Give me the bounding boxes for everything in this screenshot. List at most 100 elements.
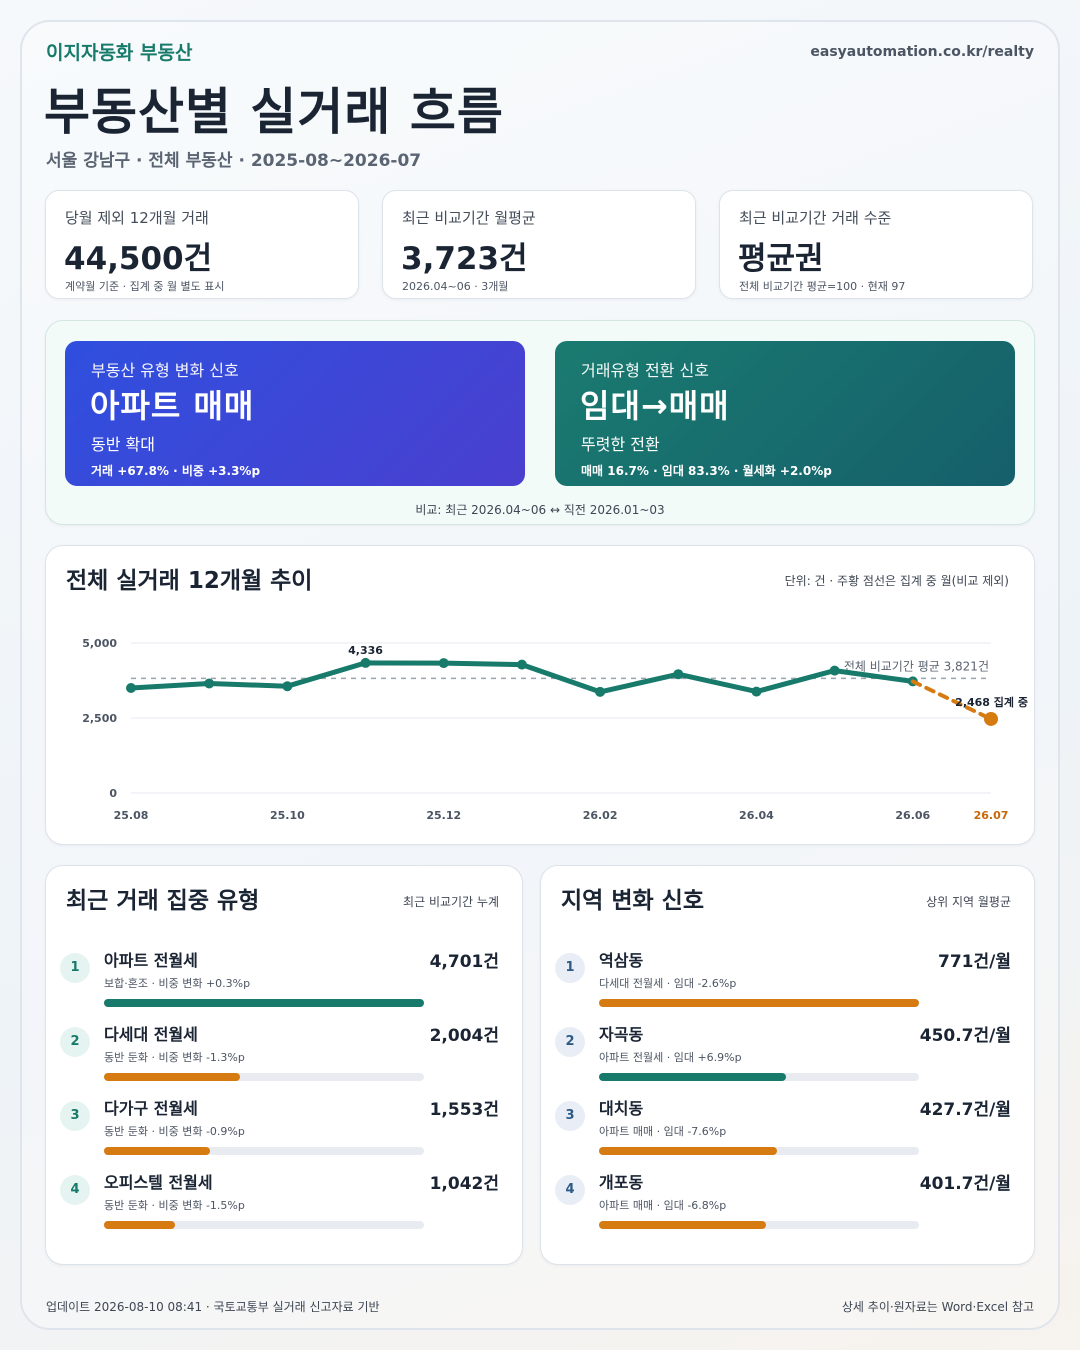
rank-badge: 2 [555, 1027, 585, 1057]
footer-reference: 상세 추이·원자료는 Word·Excel 참고 [842, 1298, 1034, 1315]
panel-title: 지역 변화 신호 [561, 881, 704, 915]
y-tick-label: 5,000 [82, 637, 117, 650]
x-tick-label: 25.10 [270, 809, 305, 822]
signal-status: 동반 확대 [91, 431, 155, 455]
item-value: 2,004건 [430, 1021, 499, 1046]
item-name: 자곡동 [599, 1021, 643, 1045]
item-detail: 동반 둔화 · 비중 변화 -1.5%p [104, 1197, 245, 1213]
item-value: 1,553건 [430, 1095, 499, 1120]
list-item: 4 개포동 아파트 매매 · 임대 -6.8%p 401.7건/월 [541, 1175, 1034, 1249]
regions-panel: 지역 변화 신호 상위 지역 월평균 1 역삼동 다세대 전월세 · 임대 -2.6… [540, 865, 1035, 1265]
item-value: 771건/월 [938, 947, 1011, 972]
trend-line-chart: 02,5005,000전체 비교기간 평균 3,821건25.08 25.10 25… [46, 546, 1036, 846]
item-name: 아파트 전월세 [104, 947, 198, 971]
signal-detail: 거래 +67.8% · 비중 +3.3%p [91, 462, 260, 479]
item-name: 역삼동 [599, 947, 643, 971]
page-title: 부동산별 실거래 흐름 [44, 72, 504, 144]
list-item: 1 역삼동 다세대 전월세 · 임대 -2.6%p 771건/월 [541, 953, 1034, 1027]
rank-badge: 4 [555, 1175, 585, 1205]
partial-data-label: 2,468 집계 중 [955, 695, 1028, 709]
bar-track [104, 1221, 424, 1229]
bar-track [599, 1147, 919, 1155]
item-detail: 아파트 전월세 · 임대 +6.9%p [599, 1049, 742, 1065]
x-tick-label: 26.02 [583, 809, 618, 822]
data-point [282, 681, 292, 691]
bar-fill [104, 1147, 210, 1155]
x-tick-label: 25.08 [114, 809, 149, 822]
kpi-label: 당월 제외 12개월 거래 [65, 207, 209, 228]
rank-badge: 4 [60, 1175, 90, 1205]
rank-badge: 1 [555, 953, 585, 983]
item-value: 427.7건/월 [920, 1095, 1011, 1120]
item-value: 4,701건 [430, 947, 499, 972]
list-item: 4 오피스텔 전월세 동반 둔화 · 비중 변화 -1.5%p 1,042건 [46, 1175, 522, 1249]
kpi-card-12month: 당월 제외 12개월 거래 44,500건 계약월 기준 · 집계 중 월 별도… [45, 190, 359, 299]
rank-badge: 1 [60, 953, 90, 983]
x-tick-label: 26.06 [895, 809, 930, 822]
bar-fill [599, 1221, 766, 1229]
bar-track [104, 999, 424, 1007]
item-detail: 아파트 매매 · 임대 -7.6%p [599, 1123, 726, 1139]
signal-headline: 임대→매매 [580, 381, 730, 427]
rank-badge: 3 [555, 1101, 585, 1131]
bar-track [599, 1221, 919, 1229]
list-item: 1 아파트 전월세 보합·혼조 · 비중 변화 +0.3%p 4,701건 [46, 953, 522, 1027]
signal-label: 거래유형 전환 신호 [581, 357, 709, 381]
data-point [517, 660, 527, 670]
data-point [126, 683, 136, 693]
item-name: 개포동 [599, 1169, 643, 1193]
y-tick-label: 0 [109, 787, 117, 800]
item-name: 다세대 전월세 [104, 1021, 198, 1045]
kpi-card-level: 최근 비교기간 거래 수준 평균권 전체 비교기간 평균=100 · 현재 97 [719, 190, 1033, 299]
list-item: 3 대치동 아파트 매매 · 임대 -7.6%p 427.7건/월 [541, 1101, 1034, 1175]
kpi-label: 최근 비교기간 월평균 [402, 207, 536, 228]
peak-data-label: 4,336 [348, 644, 383, 657]
bar-track [104, 1073, 424, 1081]
bar-fill [599, 999, 919, 1007]
signal-status: 뚜렷한 전환 [581, 431, 660, 455]
item-detail: 아파트 매매 · 임대 -6.8%p [599, 1197, 726, 1213]
data-point [830, 666, 840, 676]
panel-note: 상위 지역 월평균 [926, 893, 1011, 910]
item-name: 대치동 [599, 1095, 643, 1119]
brand-name: 이지자동화 부동산 [46, 38, 192, 65]
kpi-value: 44,500건 [64, 233, 212, 278]
kpi-value: 3,723건 [401, 233, 528, 278]
data-point [439, 658, 449, 668]
item-name: 오피스텔 전월세 [104, 1169, 213, 1193]
signal-label: 부동산 유형 변화 신호 [91, 357, 239, 381]
item-value: 401.7건/월 [920, 1169, 1011, 1194]
kpi-note: 계약월 기준 · 집계 중 월 별도 표시 [65, 278, 225, 294]
kpi-card-monthly-avg: 최근 비교기간 월평균 3,723건 2026.04~06 · 3개월 [382, 190, 696, 299]
site-url[interactable]: easyautomation.co.kr/realty [810, 44, 1034, 60]
item-detail: 동반 둔화 · 비중 변화 -0.9%p [104, 1123, 245, 1139]
data-point [204, 679, 214, 689]
bar-fill [104, 999, 424, 1007]
signal-headline: 아파트 매매 [90, 381, 254, 427]
list-item: 2 자곡동 아파트 전월세 · 임대 +6.9%p 450.7건/월 [541, 1027, 1034, 1101]
footer-update: 업데이트 2026-08-10 08:41 · 국토교통부 실거래 신고자료 기… [46, 1298, 380, 1315]
x-tick-label: 25.12 [426, 809, 461, 822]
bar-track [599, 1073, 919, 1081]
reference-label: 전체 비교기간 평균 3,821건 [844, 659, 989, 673]
x-tick-label: 26.07 [974, 809, 1009, 822]
item-detail: 다세대 전월세 · 임대 -2.6%p [599, 975, 736, 991]
x-tick-label: 26.04 [739, 809, 774, 822]
bar-track [104, 1147, 424, 1155]
kpi-value: 평균권 [738, 233, 824, 278]
data-point [595, 687, 605, 697]
item-detail: 동반 둔화 · 비중 변화 -1.3%p [104, 1049, 245, 1065]
item-value: 450.7건/월 [920, 1021, 1011, 1046]
bar-fill [104, 1221, 175, 1229]
partial-month-point [984, 712, 998, 726]
top-types-panel: 최근 거래 집중 유형 최근 비교기간 누계 1 아파트 전월세 보합·혼조 · 비… [45, 865, 523, 1265]
page-subtitle: 서울 강남구 · 전체 부동산 · 2025-08~2026-07 [46, 146, 421, 171]
comparison-note: 비교: 최근 2026.04~06 ↔ 직전 2026.01~03 [46, 501, 1034, 518]
trend-chart-card: 전체 실거래 12개월 추이 단위: 건 · 주황 점선은 집계 중 월(비교 … [45, 545, 1035, 845]
bar-fill [599, 1147, 777, 1155]
kpi-label: 최근 비교기간 거래 수준 [739, 207, 891, 228]
rank-badge: 3 [60, 1101, 90, 1131]
data-point [673, 669, 683, 679]
list-item: 2 다세대 전월세 동반 둔화 · 비중 변화 -1.3%p 2,004건 [46, 1027, 522, 1101]
item-value: 1,042건 [430, 1169, 499, 1194]
